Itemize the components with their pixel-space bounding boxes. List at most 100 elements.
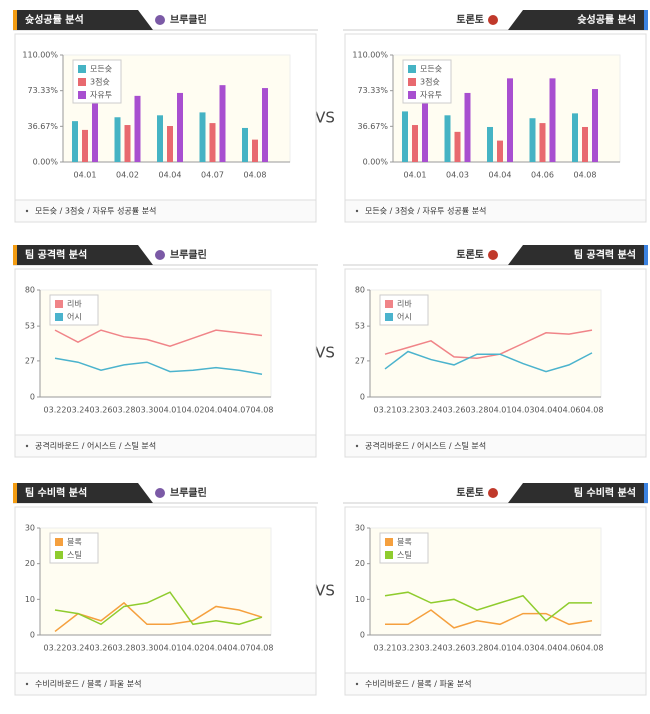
bar xyxy=(199,112,206,162)
bar xyxy=(157,115,163,162)
x-tick-label: 04.03 xyxy=(512,406,535,415)
header-tab xyxy=(13,245,153,265)
panel-title: 슛성공률 분석 xyxy=(25,13,84,26)
team-logo xyxy=(488,15,498,25)
bar xyxy=(529,118,536,162)
x-tick-label: 03.22 xyxy=(44,406,67,415)
x-tick-label: 03.21 xyxy=(374,644,397,653)
x-tick-label: 04.07 xyxy=(228,406,251,415)
line xyxy=(385,609,593,629)
legend-swatch xyxy=(385,551,393,559)
legend-swatch xyxy=(55,300,63,308)
y-tick-label: 10 xyxy=(355,595,365,604)
footer-text: 모든슛 / 3점슛 / 자유투 성공률 분석 xyxy=(35,206,156,216)
bar xyxy=(242,127,248,162)
x-tick-label: 04.03 xyxy=(446,171,469,180)
x-tick-label: 03.21 xyxy=(374,406,397,415)
y-tick-label: 30 xyxy=(25,524,35,533)
footer-text: 모든슛 / 3점슛 / 자유투 성공률 분석 xyxy=(365,206,486,216)
line xyxy=(384,591,592,622)
legend-label: 스틸 xyxy=(67,550,82,560)
footer-text: 수비리바운드 / 블록 / 파울 분석 xyxy=(35,679,141,689)
team-name: 브루클린 xyxy=(170,248,207,261)
x-tick-label: 03.28 xyxy=(466,644,489,653)
bar xyxy=(507,78,513,162)
x-tick-label: 04.07 xyxy=(228,644,251,653)
legend-swatch xyxy=(408,65,416,73)
y-tick-label: 80 xyxy=(25,286,35,295)
x-tick-label: 04.04 xyxy=(159,171,182,180)
footer-box xyxy=(344,434,647,458)
legend-swatch xyxy=(408,91,416,99)
x-tick-label: 04.01 xyxy=(489,406,512,415)
header-tab xyxy=(508,245,648,265)
header-stripe xyxy=(644,245,648,265)
panel-title: 팀 공격력 분석 xyxy=(25,248,87,261)
bar xyxy=(402,111,408,162)
footer-text: 공격리바운드 / 어시스트 / 스틸 분석 xyxy=(35,441,156,451)
x-tick-label: 04.08 xyxy=(251,644,274,653)
bar xyxy=(82,129,88,162)
bar xyxy=(72,121,78,162)
bar xyxy=(454,131,461,162)
bar xyxy=(487,126,493,162)
footer-text: 수비리바운드 / 블록 / 파울 분석 xyxy=(365,679,471,689)
footer-bullet xyxy=(25,444,29,448)
footer-bullet xyxy=(25,682,29,686)
legend-swatch xyxy=(385,313,393,321)
legend-swatch xyxy=(78,65,86,73)
bar xyxy=(592,89,598,162)
footer-bullet xyxy=(25,209,29,213)
footer-bullet xyxy=(355,444,359,448)
bar xyxy=(209,123,216,162)
legend-label: 어시 xyxy=(397,312,412,322)
line xyxy=(384,329,593,359)
team-logo xyxy=(488,250,498,260)
footer-bullet xyxy=(355,209,359,213)
y-tick-label: 20 xyxy=(25,559,35,568)
legend-swatch xyxy=(55,551,63,559)
legend-label: 블록 xyxy=(67,537,82,547)
bar xyxy=(549,78,556,162)
legend-label: 3점슛 xyxy=(420,77,440,87)
footer-box xyxy=(344,199,647,223)
x-tick-label: 04.01 xyxy=(159,406,182,415)
bar xyxy=(124,125,131,162)
bar xyxy=(262,88,268,162)
bar xyxy=(422,99,428,162)
y-tick-label: 20 xyxy=(355,559,365,568)
legend-swatch xyxy=(78,78,86,86)
x-tick-label: 03.24 xyxy=(420,644,443,653)
bar xyxy=(252,139,258,162)
x-tick-label: 03.23 xyxy=(397,406,420,415)
bar xyxy=(539,123,546,162)
x-tick-label: 03.30 xyxy=(136,406,159,415)
header-stripe xyxy=(13,483,17,503)
header-tab xyxy=(508,10,648,30)
bar xyxy=(114,117,121,162)
header-stripe xyxy=(13,10,17,30)
team-logo xyxy=(155,250,165,260)
header-tab xyxy=(13,10,153,30)
y-tick-label: 80 xyxy=(355,286,365,295)
header-tab xyxy=(508,483,648,503)
footer-box xyxy=(14,199,317,223)
x-tick-label: 03.28 xyxy=(113,406,136,415)
legend-label: 모든슛 xyxy=(420,65,442,74)
line xyxy=(54,591,263,626)
legend-label: 모든슛 xyxy=(90,65,112,74)
bar xyxy=(219,85,226,162)
header-tab xyxy=(13,483,153,503)
footer-bullet xyxy=(355,682,359,686)
x-tick-label: 04.01 xyxy=(74,171,97,180)
team-name: 토론토 xyxy=(456,487,484,499)
line xyxy=(54,329,263,347)
x-tick-label: 04.07 xyxy=(201,171,224,180)
x-tick-label: 04.06 xyxy=(558,644,581,653)
x-tick-label: 04.04 xyxy=(535,644,558,653)
x-tick-label: 04.06 xyxy=(531,171,554,180)
panel-title: 슛성공률 분석 xyxy=(577,13,636,26)
legend-label: 리바 xyxy=(397,299,412,309)
bar xyxy=(412,125,418,162)
